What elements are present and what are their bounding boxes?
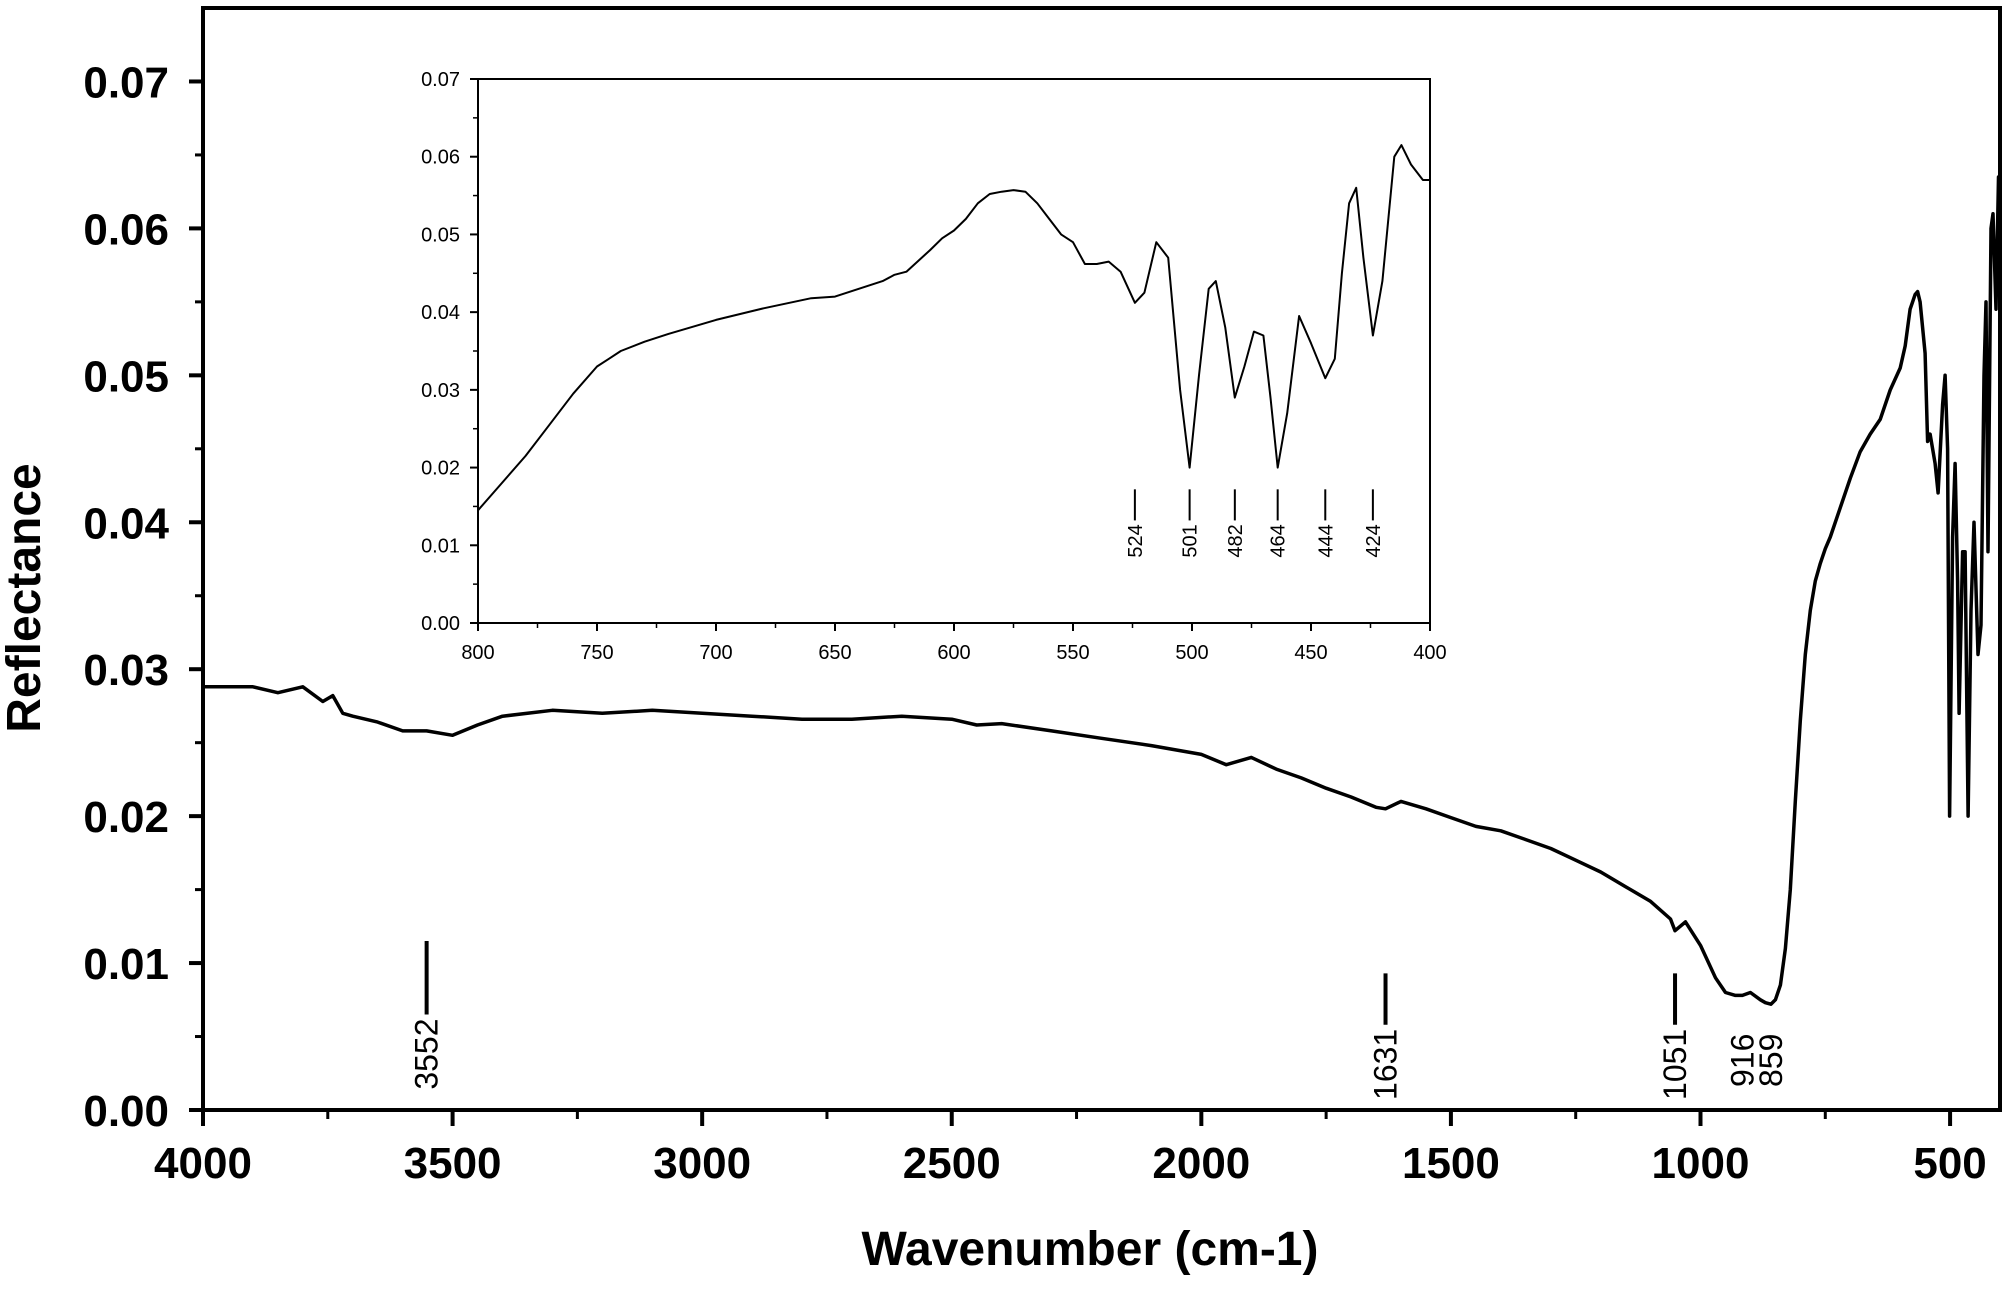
inset-plot: 800 750 700 650 600 550 500 450 400 0.00 0.01 0.02 0… xyxy=(421,69,1447,664)
main-peak-label: 859 xyxy=(1753,1034,1789,1087)
inset-y-tick-label: 0.06 xyxy=(421,147,460,169)
inset-peak-label: 444 xyxy=(1315,524,1337,557)
inset-x-tick-label: 800 xyxy=(461,642,494,664)
inset-spectrum-line xyxy=(477,144,1430,511)
inset-y-tick-label: 0.02 xyxy=(421,458,460,480)
inset-y-tick-label: 0.01 xyxy=(421,535,460,557)
inset-peak-label: 501 xyxy=(1180,524,1202,557)
main-y-tick-label: 0.06 xyxy=(83,205,169,254)
main-peak-label: 3552 xyxy=(409,1018,445,1089)
main-peak-label: 916 xyxy=(1724,1034,1760,1087)
main-y-tick-label: 0.03 xyxy=(83,646,169,695)
inset-y-tick-label: 0.03 xyxy=(421,380,460,402)
inset-x-tick-label: 450 xyxy=(1294,642,1327,664)
main-x-tick-label: 2000 xyxy=(1152,1139,1250,1188)
main-peak-label: 1631 xyxy=(1368,1029,1404,1100)
inset-plot-frame xyxy=(477,78,1431,624)
main-x-tick-label: 1000 xyxy=(1652,1139,1750,1188)
inset-peak-label: 464 xyxy=(1268,524,1290,557)
main-y-tick-label: 0.00 xyxy=(83,1087,169,1136)
inset-x-tick-label: 400 xyxy=(1413,642,1446,664)
main-y-axis-label: Reflectance xyxy=(0,463,51,732)
main-spectrum-line xyxy=(203,175,2002,1006)
main-y-tick-label: 0.01 xyxy=(83,940,169,989)
inset-x-tick-label: 550 xyxy=(1056,642,1089,664)
main-peak-label: 1051 xyxy=(1657,1029,1693,1100)
inset-x-tick-label: 750 xyxy=(580,642,613,664)
inset-x-tick-label: 650 xyxy=(818,642,851,664)
inset-y-tick-label: 0.00 xyxy=(421,613,460,635)
main-x-tick-label: 1500 xyxy=(1402,1139,1500,1188)
main-x-tick-label: 3000 xyxy=(653,1139,751,1188)
main-plot: 4000 3500 3000 2500 2000 1500 1000 500 0.00 0.01 0… xyxy=(83,6,2002,1188)
main-y-tick-label: 0.07 xyxy=(83,58,169,107)
main-x-axis-label: Wavenumber (cm-1) xyxy=(862,1223,1319,1276)
main-x-tick-label: 500 xyxy=(1913,1139,1986,1188)
inset-y-tick-label: 0.04 xyxy=(421,302,460,324)
main-plot-frame xyxy=(201,6,2002,1112)
inset-x-tick-label: 500 xyxy=(1175,642,1208,664)
main-x-tick-label: 4000 xyxy=(154,1139,252,1188)
inset-y-tick-label: 0.05 xyxy=(421,224,460,246)
main-y-tick-label: 0.04 xyxy=(83,499,169,548)
main-x-tick-label: 2500 xyxy=(903,1139,1001,1188)
inset-peak-label: 482 xyxy=(1225,524,1247,557)
inset-y-tick-label: 0.07 xyxy=(421,69,460,91)
inset-peak-label: 424 xyxy=(1363,524,1385,557)
inset-peak-label: 524 xyxy=(1125,524,1147,557)
main-x-tick-label: 3500 xyxy=(404,1139,502,1188)
inset-x-tick-label: 700 xyxy=(699,642,732,664)
main-y-tick-label: 0.02 xyxy=(83,793,169,842)
main-y-tick-label: 0.05 xyxy=(83,352,169,401)
inset-x-tick-label: 600 xyxy=(937,642,970,664)
